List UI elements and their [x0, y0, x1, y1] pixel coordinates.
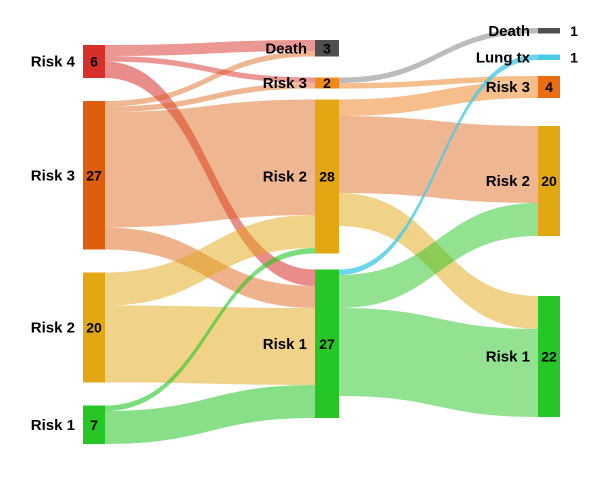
- sankey-node-t2-death: [315, 40, 339, 57]
- node-value-t2-risk-2: 28: [319, 169, 335, 185]
- sankey-link-t1-risk-4-to-t2-risk-1: [105, 61, 315, 286]
- sankey-link-t2-risk-3-to-t3-death: [339, 28, 538, 83]
- sankey-node-t1-risk-3: [83, 101, 105, 250]
- sankey-link-t1-risk-2-to-t2-risk-1: [105, 305, 315, 385]
- node-value-t2-death: 3: [323, 40, 331, 56]
- sankey-link-t2-risk-1-to-t3-risk-2: [339, 203, 538, 308]
- node-label-t3-risk-2: Risk 2: [486, 173, 530, 190]
- node-label-t3-lung-tx: Lung tx: [476, 49, 531, 66]
- node-label-t2-risk-3: Risk 3: [263, 75, 307, 92]
- sankey-node-t2-risk-1: [315, 269, 339, 418]
- node-value-t3-death: 1: [570, 23, 578, 39]
- sankey-node-t3-risk-1: [538, 296, 560, 417]
- sankey-node-t3-death: [538, 28, 560, 34]
- node-value-t2-risk-1: 27: [319, 336, 335, 352]
- sankey-node-t3-lung-tx: [538, 54, 560, 60]
- node-label-t2-risk-1: Risk 1: [263, 336, 307, 353]
- node-label-t1-risk-4: Risk 4: [31, 54, 76, 71]
- sankey-link-t1-risk-3-to-t2-risk-2: [105, 99, 315, 228]
- sankey-node-t3-risk-3: [538, 76, 560, 98]
- node-label-t1-risk-2: Risk 2: [31, 320, 75, 337]
- sankey-node-t2-risk-3: [315, 77, 339, 89]
- sankey-link-t1-risk-3-to-t2-risk-3: [105, 83, 315, 112]
- node-label-t2-death: Death: [265, 40, 307, 57]
- sankey-node-t3-risk-2: [538, 126, 560, 236]
- sankey-link-t1-risk-1-to-t2-risk-2: [105, 248, 315, 411]
- node-value-t3-risk-1: 22: [541, 349, 557, 365]
- sankey-node-t1-risk-1: [83, 405, 105, 444]
- sankey-link-t1-risk-4-to-t2-risk-3: [105, 56, 315, 83]
- sankey-link-t2-risk-2-to-t3-risk-3: [339, 81, 538, 116]
- sankey-link-t1-risk-2-to-t2-risk-2: [105, 215, 315, 306]
- node-label-t1-risk-1: Risk 1: [31, 417, 75, 434]
- sankey-link-t2-risk-2-to-t3-risk-2: [339, 116, 538, 203]
- node-value-t2-risk-3: 2: [323, 75, 331, 91]
- node-value-t1-risk-2: 20: [86, 320, 102, 336]
- node-value-t1-risk-1: 7: [90, 417, 98, 433]
- sankey-nodes: [83, 28, 560, 444]
- sankey-link-t1-risk-4-to-t2-death: [105, 40, 315, 56]
- sankey-labels: Risk 4 6 Risk 3 27 Risk 2 20 Risk 1 7 Death 3 Risk…: [31, 23, 578, 434]
- node-value-t1-risk-3: 27: [86, 167, 102, 183]
- sankey-link-t1-risk-1-to-t2-risk-1: [105, 385, 315, 444]
- node-value-t3-lung-tx: 1: [570, 49, 578, 65]
- node-value-t1-risk-4: 6: [90, 54, 98, 70]
- node-label-t1-risk-3: Risk 3: [31, 167, 75, 184]
- node-label-t2-risk-2: Risk 2: [263, 169, 307, 186]
- node-value-t3-risk-2: 20: [541, 173, 557, 189]
- node-label-t3-death: Death: [488, 23, 530, 40]
- node-label-t3-risk-3: Risk 3: [486, 79, 530, 96]
- sankey-node-t1-risk-4: [83, 45, 105, 78]
- sankey-links: [105, 28, 538, 444]
- sankey-node-t1-risk-2: [83, 272, 105, 383]
- sankey-link-t1-risk-3-to-t2-death: [105, 51, 315, 107]
- sankey-link-t2-risk-1-to-t3-risk-1: [339, 308, 538, 417]
- node-value-t3-risk-3: 4: [545, 79, 553, 95]
- node-label-t3-risk-1: Risk 1: [486, 349, 530, 366]
- sankey-link-t2-risk-1-to-t3-lung-tx: [339, 54, 538, 275]
- sankey-node-t2-risk-2: [315, 99, 339, 254]
